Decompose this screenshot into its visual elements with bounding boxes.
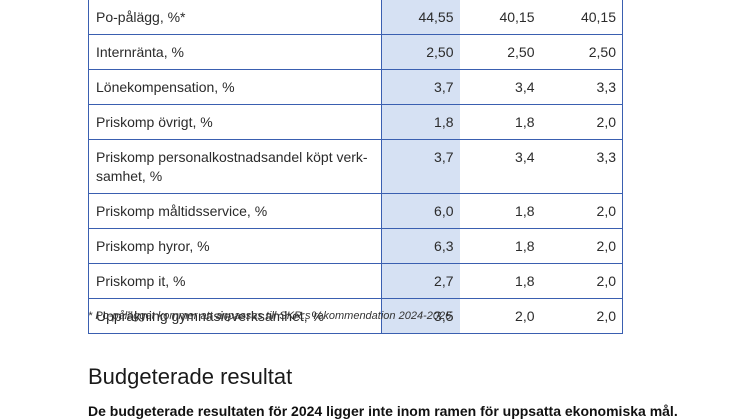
- table-row: Priskomp hyror, % 6,3 1,8 2,0: [88, 228, 623, 264]
- value-2026: 3,3: [540, 69, 623, 105]
- value-2024: 6,0: [381, 193, 460, 229]
- value-2025: 2,50: [459, 34, 541, 70]
- table-row: Uppräkning gymnasieverksamhet, % 3,5 2,0…: [88, 298, 623, 334]
- assumptions-table-wrapper: Po-pålägg, %* 44,55 40,15 40,15 Internrä…: [88, 0, 623, 334]
- value-2024: 3,7: [381, 139, 460, 194]
- value-2025: 2,0: [459, 298, 541, 334]
- value-2025: 1,8: [459, 228, 541, 264]
- assumptions-table: Po-pålägg, %* 44,55 40,15 40,15 Internrä…: [88, 0, 623, 334]
- value-2024: 2,7: [381, 263, 460, 299]
- value-2026: 2,0: [540, 263, 623, 299]
- row-label: Priskomp måltidsservice, %: [88, 193, 382, 229]
- table-row: Priskomp övrigt, % 1,8 1,8 2,0: [88, 104, 623, 140]
- row-label: Internränta, %: [88, 34, 382, 70]
- value-2025: 3,4: [459, 139, 541, 194]
- section-lead-text: De budgeterade resultaten för 2024 ligge…: [88, 403, 678, 419]
- value-2024: 1,8: [381, 104, 460, 140]
- table-row: Priskomp måltidsservice, % 6,0 1,8 2,0: [88, 193, 623, 229]
- row-label: Priskomp övrigt, %: [88, 104, 382, 140]
- table-row: Internränta, % 2,50 2,50 2,50: [88, 34, 623, 70]
- row-label: Priskomp personalkostnadsandel köpt verk…: [88, 139, 382, 194]
- value-2025: 1,8: [459, 104, 541, 140]
- table-row: Priskomp it, % 2,7 1,8 2,0: [88, 263, 623, 299]
- value-2025: 3,4: [459, 69, 541, 105]
- value-2025: 1,8: [459, 193, 541, 229]
- table-row: Po-pålägg, %* 44,55 40,15 40,15: [88, 0, 623, 35]
- value-2024: 6,3: [381, 228, 460, 264]
- row-label: Priskomp it, %: [88, 263, 382, 299]
- value-2026: 3,3: [540, 139, 623, 194]
- value-2024: 44,55: [381, 0, 460, 35]
- row-label: Po-pålägg, %*: [88, 0, 382, 35]
- row-label: Lönekompensation, %: [88, 69, 382, 105]
- value-2024: 3,5: [381, 298, 460, 334]
- value-2025: 1,8: [459, 263, 541, 299]
- value-2026: 40,15: [540, 0, 623, 35]
- row-label: Priskomp hyror, %: [88, 228, 382, 264]
- section-heading: Budgeterade resultat: [88, 364, 293, 389]
- value-2026: 2,0: [540, 193, 623, 229]
- value-2026: 2,50: [540, 34, 623, 70]
- row-label: Uppräkning gymnasieverksamhet, %: [88, 298, 382, 334]
- value-2025: 40,15: [459, 0, 541, 35]
- value-2024: 3,7: [381, 69, 460, 105]
- table-row: Priskomp personalkostnadsandel köpt verk…: [88, 139, 623, 194]
- value-2026: 2,0: [540, 298, 623, 334]
- value-2024: 2,50: [381, 34, 460, 70]
- value-2026: 2,0: [540, 104, 623, 140]
- table-row: Lönekompensation, % 3,7 3,4 3,3: [88, 69, 623, 105]
- table-footnote: * Po-pålägget kommer att anpassas till S…: [88, 310, 455, 322]
- value-2026: 2,0: [540, 228, 623, 264]
